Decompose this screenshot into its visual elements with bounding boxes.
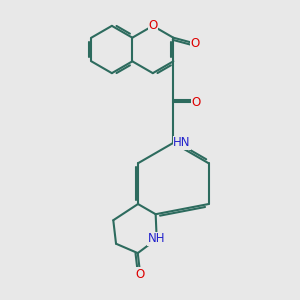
Text: O: O <box>190 37 200 50</box>
Text: NH: NH <box>148 232 166 245</box>
Text: O: O <box>148 20 158 32</box>
Text: HN: HN <box>173 136 191 149</box>
Text: O: O <box>136 268 145 281</box>
Text: O: O <box>191 96 200 109</box>
